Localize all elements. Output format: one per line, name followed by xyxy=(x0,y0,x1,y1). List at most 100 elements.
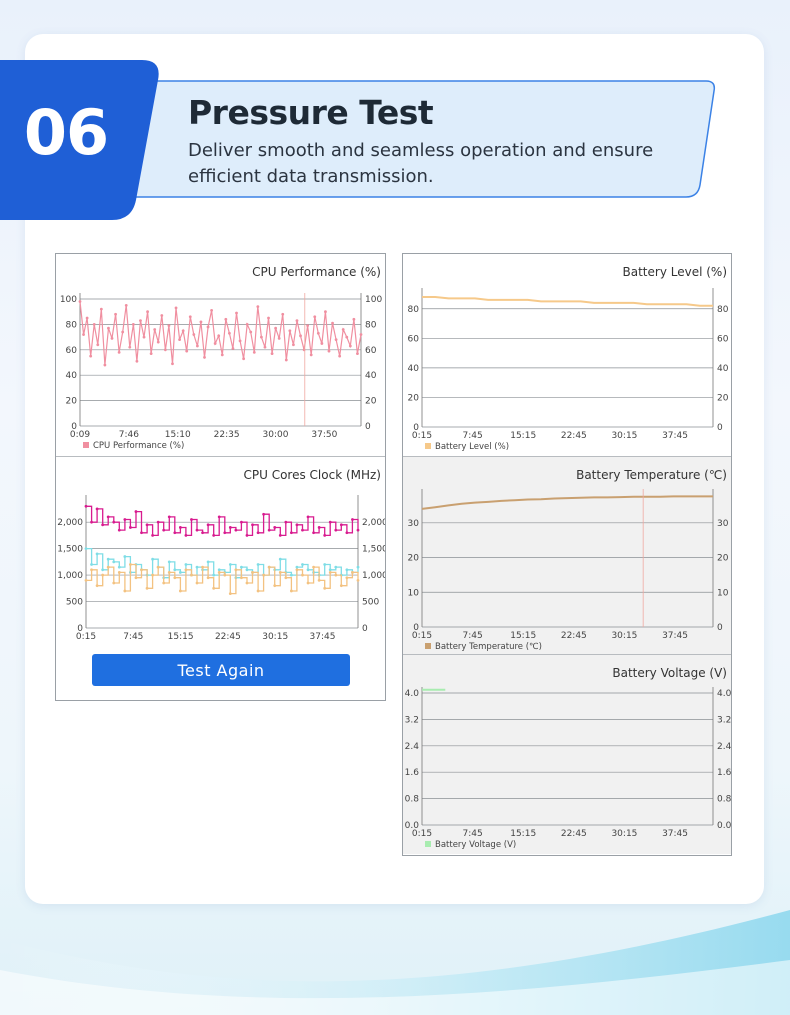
x-tick-label: 37:50 xyxy=(311,430,337,440)
data-point xyxy=(339,584,343,588)
data-point xyxy=(328,520,332,524)
data-point xyxy=(206,523,210,527)
legend-label: Battery Level (%) xyxy=(435,442,509,452)
y-tick-label-right: 2,000 xyxy=(362,518,385,528)
data-point xyxy=(123,518,127,521)
data-point xyxy=(277,336,281,340)
y-tick-label-right: 0 xyxy=(717,423,723,433)
data-point xyxy=(235,311,238,315)
data-point xyxy=(295,523,299,527)
data-point xyxy=(185,349,189,353)
series-line xyxy=(86,563,359,595)
data-point xyxy=(317,578,321,582)
data-point xyxy=(134,576,138,580)
y-tick-label-right: 10 xyxy=(717,588,729,598)
data-point xyxy=(103,363,107,367)
test-again-button[interactable]: Test Again xyxy=(92,654,350,686)
y-tick-label-right: 20 xyxy=(717,554,729,564)
data-point xyxy=(84,547,88,551)
data-point xyxy=(82,333,85,336)
y-tick-label: 0 xyxy=(413,623,419,633)
data-point xyxy=(245,323,249,326)
data-point xyxy=(317,526,321,529)
y-tick-label: 60 xyxy=(66,346,78,356)
data-point xyxy=(112,581,116,585)
data-point xyxy=(101,523,105,527)
data-point xyxy=(212,573,216,577)
data-point xyxy=(195,565,199,569)
x-tick-label: 37:45 xyxy=(662,829,688,839)
data-point xyxy=(128,345,132,349)
battery-level-chart: Battery Level (%) 0 0 20 20 40 40 60 60 80 80 0:15 7… xyxy=(408,265,729,452)
data-point xyxy=(281,312,285,316)
x-tick-label: 7:45 xyxy=(462,829,482,839)
page-title: Pressure Test xyxy=(188,93,434,132)
data-point xyxy=(274,326,278,330)
data-point xyxy=(278,571,282,574)
data-point xyxy=(249,330,253,334)
data-point xyxy=(171,362,174,366)
data-point xyxy=(90,520,93,524)
data-point xyxy=(151,557,155,561)
data-point xyxy=(121,330,125,334)
data-point xyxy=(345,576,349,580)
x-tick-label: 0:15 xyxy=(412,829,432,839)
data-point xyxy=(234,568,238,572)
panel-divider xyxy=(56,456,385,457)
series-line xyxy=(421,495,713,510)
y-tick-label: 500 xyxy=(66,598,83,608)
data-point xyxy=(240,520,243,524)
data-point xyxy=(131,323,135,326)
data-point xyxy=(129,563,132,566)
data-point xyxy=(267,316,270,320)
x-tick-label: 15:15 xyxy=(510,829,536,839)
data-point xyxy=(181,329,185,333)
legend-swatch xyxy=(83,442,89,448)
data-point xyxy=(178,338,181,342)
y-tick-label-right: 3.2 xyxy=(717,715,731,725)
y-tick-label: 0 xyxy=(71,422,77,432)
header-banner xyxy=(119,80,716,198)
y-tick-label-right: 1.6 xyxy=(717,768,731,778)
data-point xyxy=(351,571,354,574)
data-point xyxy=(234,528,238,532)
x-tick-label: 30:15 xyxy=(611,829,637,839)
chart-title: Battery Voltage (V) xyxy=(612,666,727,680)
x-tick-label: 0:15 xyxy=(76,632,96,642)
y-tick-label-right: 0 xyxy=(365,422,371,432)
y-tick-label: 1.6 xyxy=(405,768,420,778)
y-tick-label: 40 xyxy=(408,364,420,374)
data-point xyxy=(78,300,82,303)
cpu-panel: CPU Performance (%) 0 0 20 20 40 40 60 60 80 80 100… xyxy=(55,253,386,701)
x-tick-label: 0:15 xyxy=(412,631,432,641)
data-point xyxy=(301,528,304,532)
data-point xyxy=(320,342,324,345)
data-point xyxy=(106,565,110,569)
y-tick-label-right: 0.0 xyxy=(717,821,731,831)
data-point xyxy=(240,576,243,580)
data-point xyxy=(245,533,249,537)
data-point xyxy=(356,352,359,356)
x-tick-label: 30:15 xyxy=(611,431,637,441)
y-tick-label-right: 30 xyxy=(717,519,729,529)
data-point xyxy=(101,573,105,577)
data-point xyxy=(273,526,277,529)
data-point xyxy=(313,315,317,319)
x-tick-label: 22:45 xyxy=(561,631,587,641)
data-point xyxy=(228,563,232,566)
x-tick-label: 37:45 xyxy=(310,632,336,642)
legend-label: Battery Temperature (℃) xyxy=(435,642,542,652)
data-point xyxy=(206,325,210,329)
data-point xyxy=(201,565,204,569)
x-tick-label: 22:45 xyxy=(215,632,241,642)
y-tick-label-right: 20 xyxy=(365,397,377,407)
data-point xyxy=(85,316,89,320)
data-point xyxy=(267,565,271,569)
y-tick-label-right: 1,500 xyxy=(362,545,385,555)
data-point xyxy=(334,573,338,577)
data-point xyxy=(309,353,313,357)
x-tick-label: 30:15 xyxy=(611,631,637,641)
data-point xyxy=(328,571,332,574)
legend-swatch xyxy=(425,643,431,649)
x-tick-label: 15:15 xyxy=(510,431,536,441)
